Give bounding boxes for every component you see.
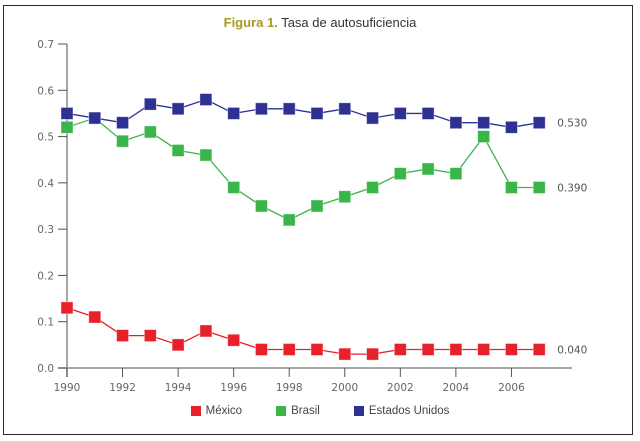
data-point-brasil [143,125,157,139]
legend-item-brasil: Brasil [276,405,320,417]
data-point-estados-unidos [532,116,546,130]
y-tick-label: 0.6 [37,85,54,97]
data-point-estados-unidos [255,102,268,116]
data-point-brasil [505,181,518,194]
data-point-estados-unidos [60,107,74,120]
data-point-brasil [338,190,352,204]
legend-swatch-estados-unidos [353,406,364,416]
data-point-mexico [532,343,546,356]
y-tick-label: 0.4 [37,178,54,190]
x-tick-label: 1992 [109,382,136,394]
chart-title-text: Tasa de autosuficiencia [281,15,417,30]
data-point-mexico [143,329,157,343]
data-point-estados-unidos [227,107,241,120]
y-tick-label: 0.5 [37,132,54,144]
x-tick-label: 1990 [54,382,81,394]
data-point-mexico [88,310,102,324]
x-tick-label: 1994 [165,382,192,394]
data-point-estados-unidos [88,111,102,125]
data-point-estados-unidos [505,120,518,134]
data-point-mexico [449,343,463,356]
x-tick-label: 2000 [331,382,358,394]
data-point-estados-unidos [393,107,407,120]
y-tick-label: 0.0 [37,363,54,375]
y-tick-label: 0.3 [37,224,54,236]
legend-label-brasil: Brasil [291,405,320,417]
data-point-estados-unidos [171,102,185,116]
x-tick-label: 2006 [498,382,525,394]
data-point-mexico [199,324,213,338]
data-point-mexico [421,343,435,356]
data-point-brasil [171,144,185,157]
data-point-brasil [255,199,268,213]
data-point-estados-unidos [421,107,435,120]
legend-label-mexico: México [205,405,243,417]
data-point-estados-unidos [338,102,352,116]
data-point-brasil [449,167,463,181]
legend: México Brasil Estados Unidos [0,405,640,417]
x-tick-label: 2002 [387,382,414,394]
y-tick-label: 0.7 [37,39,54,51]
figure-number: Figura 1. [223,15,278,30]
end-label-mexico: 0.040 [557,344,587,356]
data-point-estados-unidos [366,111,379,125]
data-point-brasil [116,134,129,148]
data-point-brasil [532,181,546,194]
legend-swatch-mexico [190,406,201,416]
data-point-mexico [393,343,407,356]
series-line-estados-unidos [66,98,540,128]
data-point-mexico [310,343,324,356]
series-line-mexico [66,307,540,355]
data-point-brasil [393,167,407,181]
y-tick-label: 0.1 [37,317,54,329]
data-point-mexico [227,333,241,347]
data-point-estados-unidos [449,116,463,130]
data-point-estados-unidos [282,102,296,116]
data-point-mexico [366,347,379,361]
data-point-estados-unidos [477,116,491,130]
data-point-mexico [477,343,491,356]
data-point-brasil [199,148,213,162]
data-point-mexico [171,338,185,352]
data-point-brasil [60,120,74,134]
data-point-mexico [282,343,296,356]
data-point-estados-unidos [310,107,324,120]
data-point-brasil [477,130,491,143]
data-point-mexico [505,343,518,356]
legend-item-estados-unidos: Estados Unidos [353,405,450,417]
data-point-brasil [227,181,241,194]
x-tick-label: 1996 [220,382,247,394]
data-point-brasil [310,199,324,213]
figure-frame [3,5,633,435]
x-tick-label: 1998 [276,382,303,394]
legend-label-estados-unidos: Estados Unidos [368,405,450,417]
data-point-estados-unidos [143,97,157,111]
data-point-mexico [338,347,352,361]
data-point-estados-unidos [199,93,213,106]
series-line-brasil [66,117,540,221]
data-point-brasil [421,162,435,176]
data-point-estados-unidos [116,116,129,130]
chart-title: Figura 1. Tasa de autosuficiencia [0,15,640,30]
data-point-brasil [366,181,379,194]
data-point-mexico [255,343,268,356]
data-point-mexico [116,329,129,343]
data-point-brasil [282,213,296,227]
end-label-estados-unidos: 0.530 [557,118,587,130]
y-tick-label: 0.2 [37,270,54,282]
legend-item-mexico: México [190,405,243,417]
legend-swatch-brasil [276,406,287,416]
end-label-brasil: 0.390 [557,182,587,194]
x-tick-label: 2004 [443,382,470,394]
data-point-mexico [60,301,74,315]
